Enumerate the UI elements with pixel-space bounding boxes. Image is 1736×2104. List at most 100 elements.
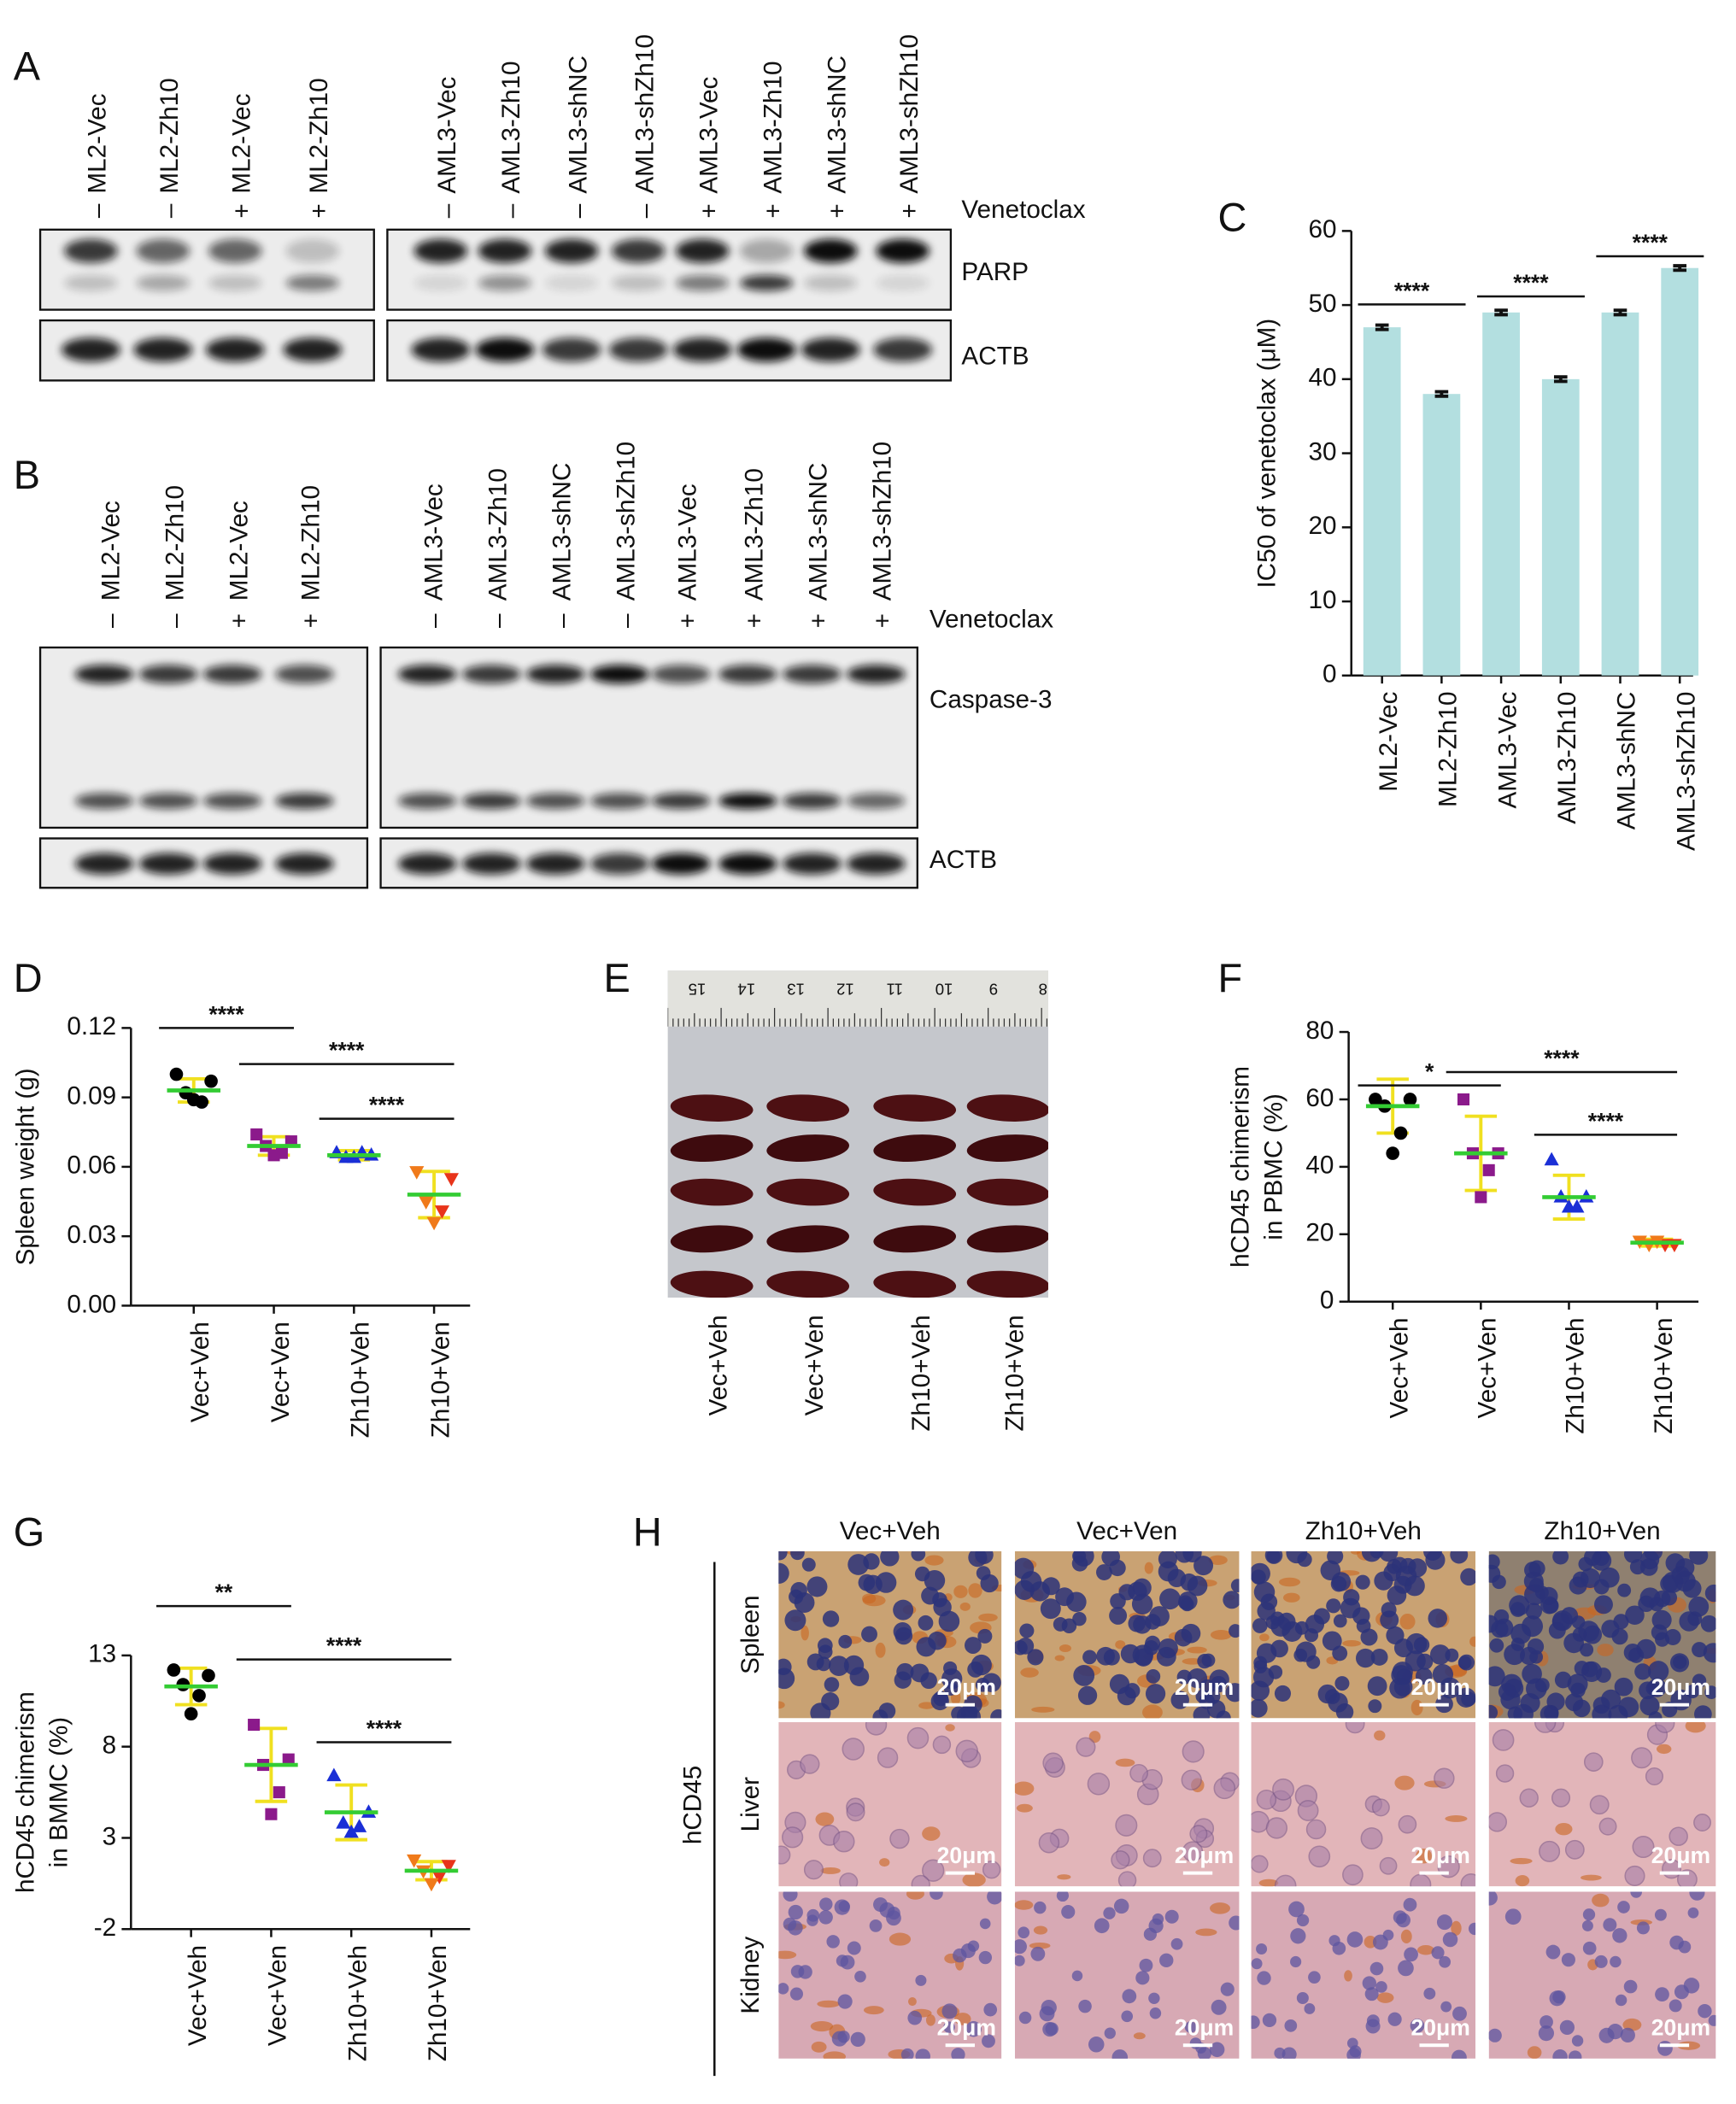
stain-spot	[1115, 1640, 1126, 1650]
nucleus	[1549, 1990, 1565, 2007]
nucleus	[1268, 1665, 1283, 1679]
nucleus	[1704, 1685, 1716, 1699]
blot-band	[544, 274, 599, 291]
stain-spot	[922, 1826, 941, 1841]
nucleus	[824, 1677, 840, 1692]
point	[192, 1689, 206, 1703]
treatment-label: Venetoclax	[930, 606, 1053, 634]
y-tick-label: 0	[1320, 1286, 1334, 1315]
nucleus	[836, 1955, 849, 1967]
nucleus	[1355, 1574, 1370, 1590]
nucleus	[839, 1873, 859, 1887]
nucleus	[1042, 2021, 1058, 2037]
significance-label: ****	[1633, 230, 1669, 255]
nucleus	[826, 1935, 840, 1949]
error-bar	[1434, 390, 1449, 398]
column-label: Zh10+Veh	[1305, 1517, 1422, 1545]
nucleus	[1398, 1814, 1417, 1834]
nucleus	[1488, 2028, 1502, 2042]
nucleus	[877, 1747, 899, 1768]
nucleus	[982, 2034, 995, 2048]
protein-label: ACTB	[930, 846, 997, 874]
y-tick-label: 40	[1305, 1152, 1334, 1180]
nucleus	[1689, 1891, 1705, 1901]
nucleus	[1252, 1618, 1268, 1633]
stain-spot	[889, 1932, 912, 1946]
point	[1544, 1152, 1559, 1166]
micrograph	[1251, 1722, 1476, 1887]
lane-label: ML2-Zh10	[297, 485, 326, 601]
nucleus	[1145, 1614, 1161, 1630]
nucleus	[1580, 1568, 1600, 1588]
nucleus	[893, 1599, 914, 1620]
lane-label: AML3-shNC	[823, 56, 851, 194]
nucleus	[1559, 2019, 1575, 2035]
nucleus	[910, 1663, 930, 1683]
nucleus	[1492, 1729, 1515, 1751]
nucleus	[842, 1738, 865, 1761]
nucleus	[1495, 1764, 1515, 1783]
nucleus	[977, 1628, 993, 1644]
lane-label: ML2-Vec	[84, 93, 112, 193]
x-tick-label: Zh10+Ven	[1650, 1318, 1678, 1434]
nucleus	[1346, 2037, 1358, 2049]
nucleus	[1669, 1935, 1684, 1950]
nucleus	[975, 1678, 990, 1692]
nucleus	[980, 1574, 999, 1593]
nucleus	[907, 2010, 923, 2025]
blot-band	[589, 793, 649, 810]
nucleus	[1042, 1752, 1064, 1773]
treatment-label: Venetoclax	[961, 196, 1085, 224]
lane-label: AML3-shZh10	[869, 442, 897, 601]
lane-label: AML3-shNC	[564, 56, 592, 194]
nucleus	[1360, 1827, 1383, 1850]
blot-band	[542, 337, 601, 362]
nucleus	[837, 1994, 853, 2009]
stain-spot	[778, 1950, 797, 1960]
nucleus	[965, 2021, 982, 2037]
nucleus	[1382, 1929, 1394, 1941]
micrograph	[1488, 1550, 1716, 1719]
nucleus	[1223, 1591, 1240, 1609]
blot-band	[397, 793, 457, 810]
treatment-sign: +	[297, 613, 326, 628]
nucleus	[967, 1661, 984, 1678]
treatment-sign: +	[673, 613, 701, 628]
nucleus	[1519, 1788, 1539, 1808]
nucleus	[1182, 1740, 1205, 1763]
nucleus	[1030, 1946, 1046, 1961]
nucleus	[794, 1592, 815, 1614]
lane-label: ML2-Vec	[225, 501, 253, 601]
blot-band	[651, 665, 711, 684]
nucleus	[819, 1897, 833, 1911]
nucleus	[1528, 1578, 1545, 1593]
nucleus	[1356, 1618, 1371, 1633]
blot-band	[461, 853, 521, 875]
nucleus	[1103, 1907, 1116, 1919]
nucleus	[1607, 2024, 1623, 2040]
nucleus	[1700, 1615, 1716, 1632]
nucleus	[1692, 1642, 1708, 1658]
nucleus	[1082, 1650, 1097, 1665]
nucleus	[1152, 1913, 1164, 1925]
nucleus	[1121, 2010, 1134, 2023]
bar	[1601, 312, 1639, 676]
nucleus	[1334, 1676, 1350, 1691]
stain-spot	[1258, 1878, 1279, 1887]
nucleus	[1416, 1653, 1434, 1670]
spleen	[873, 1225, 957, 1253]
nucleus	[1608, 1704, 1628, 1719]
nucleus	[1404, 1575, 1425, 1597]
nucleus	[1534, 1722, 1557, 1733]
nucleus	[1554, 1671, 1572, 1689]
nucleus	[1257, 1971, 1271, 1985]
nucleus	[1704, 1584, 1716, 1603]
nucleus	[1113, 1898, 1129, 1914]
blot-frame	[386, 228, 953, 311]
nucleus	[1159, 1588, 1181, 1610]
nucleus	[1375, 1981, 1387, 1993]
scale-bar-label: 20μm	[1175, 1674, 1234, 1700]
nucleus	[1369, 1550, 1384, 1559]
nucleus	[1256, 1789, 1277, 1810]
y-tick-label: 13	[88, 1640, 116, 1668]
